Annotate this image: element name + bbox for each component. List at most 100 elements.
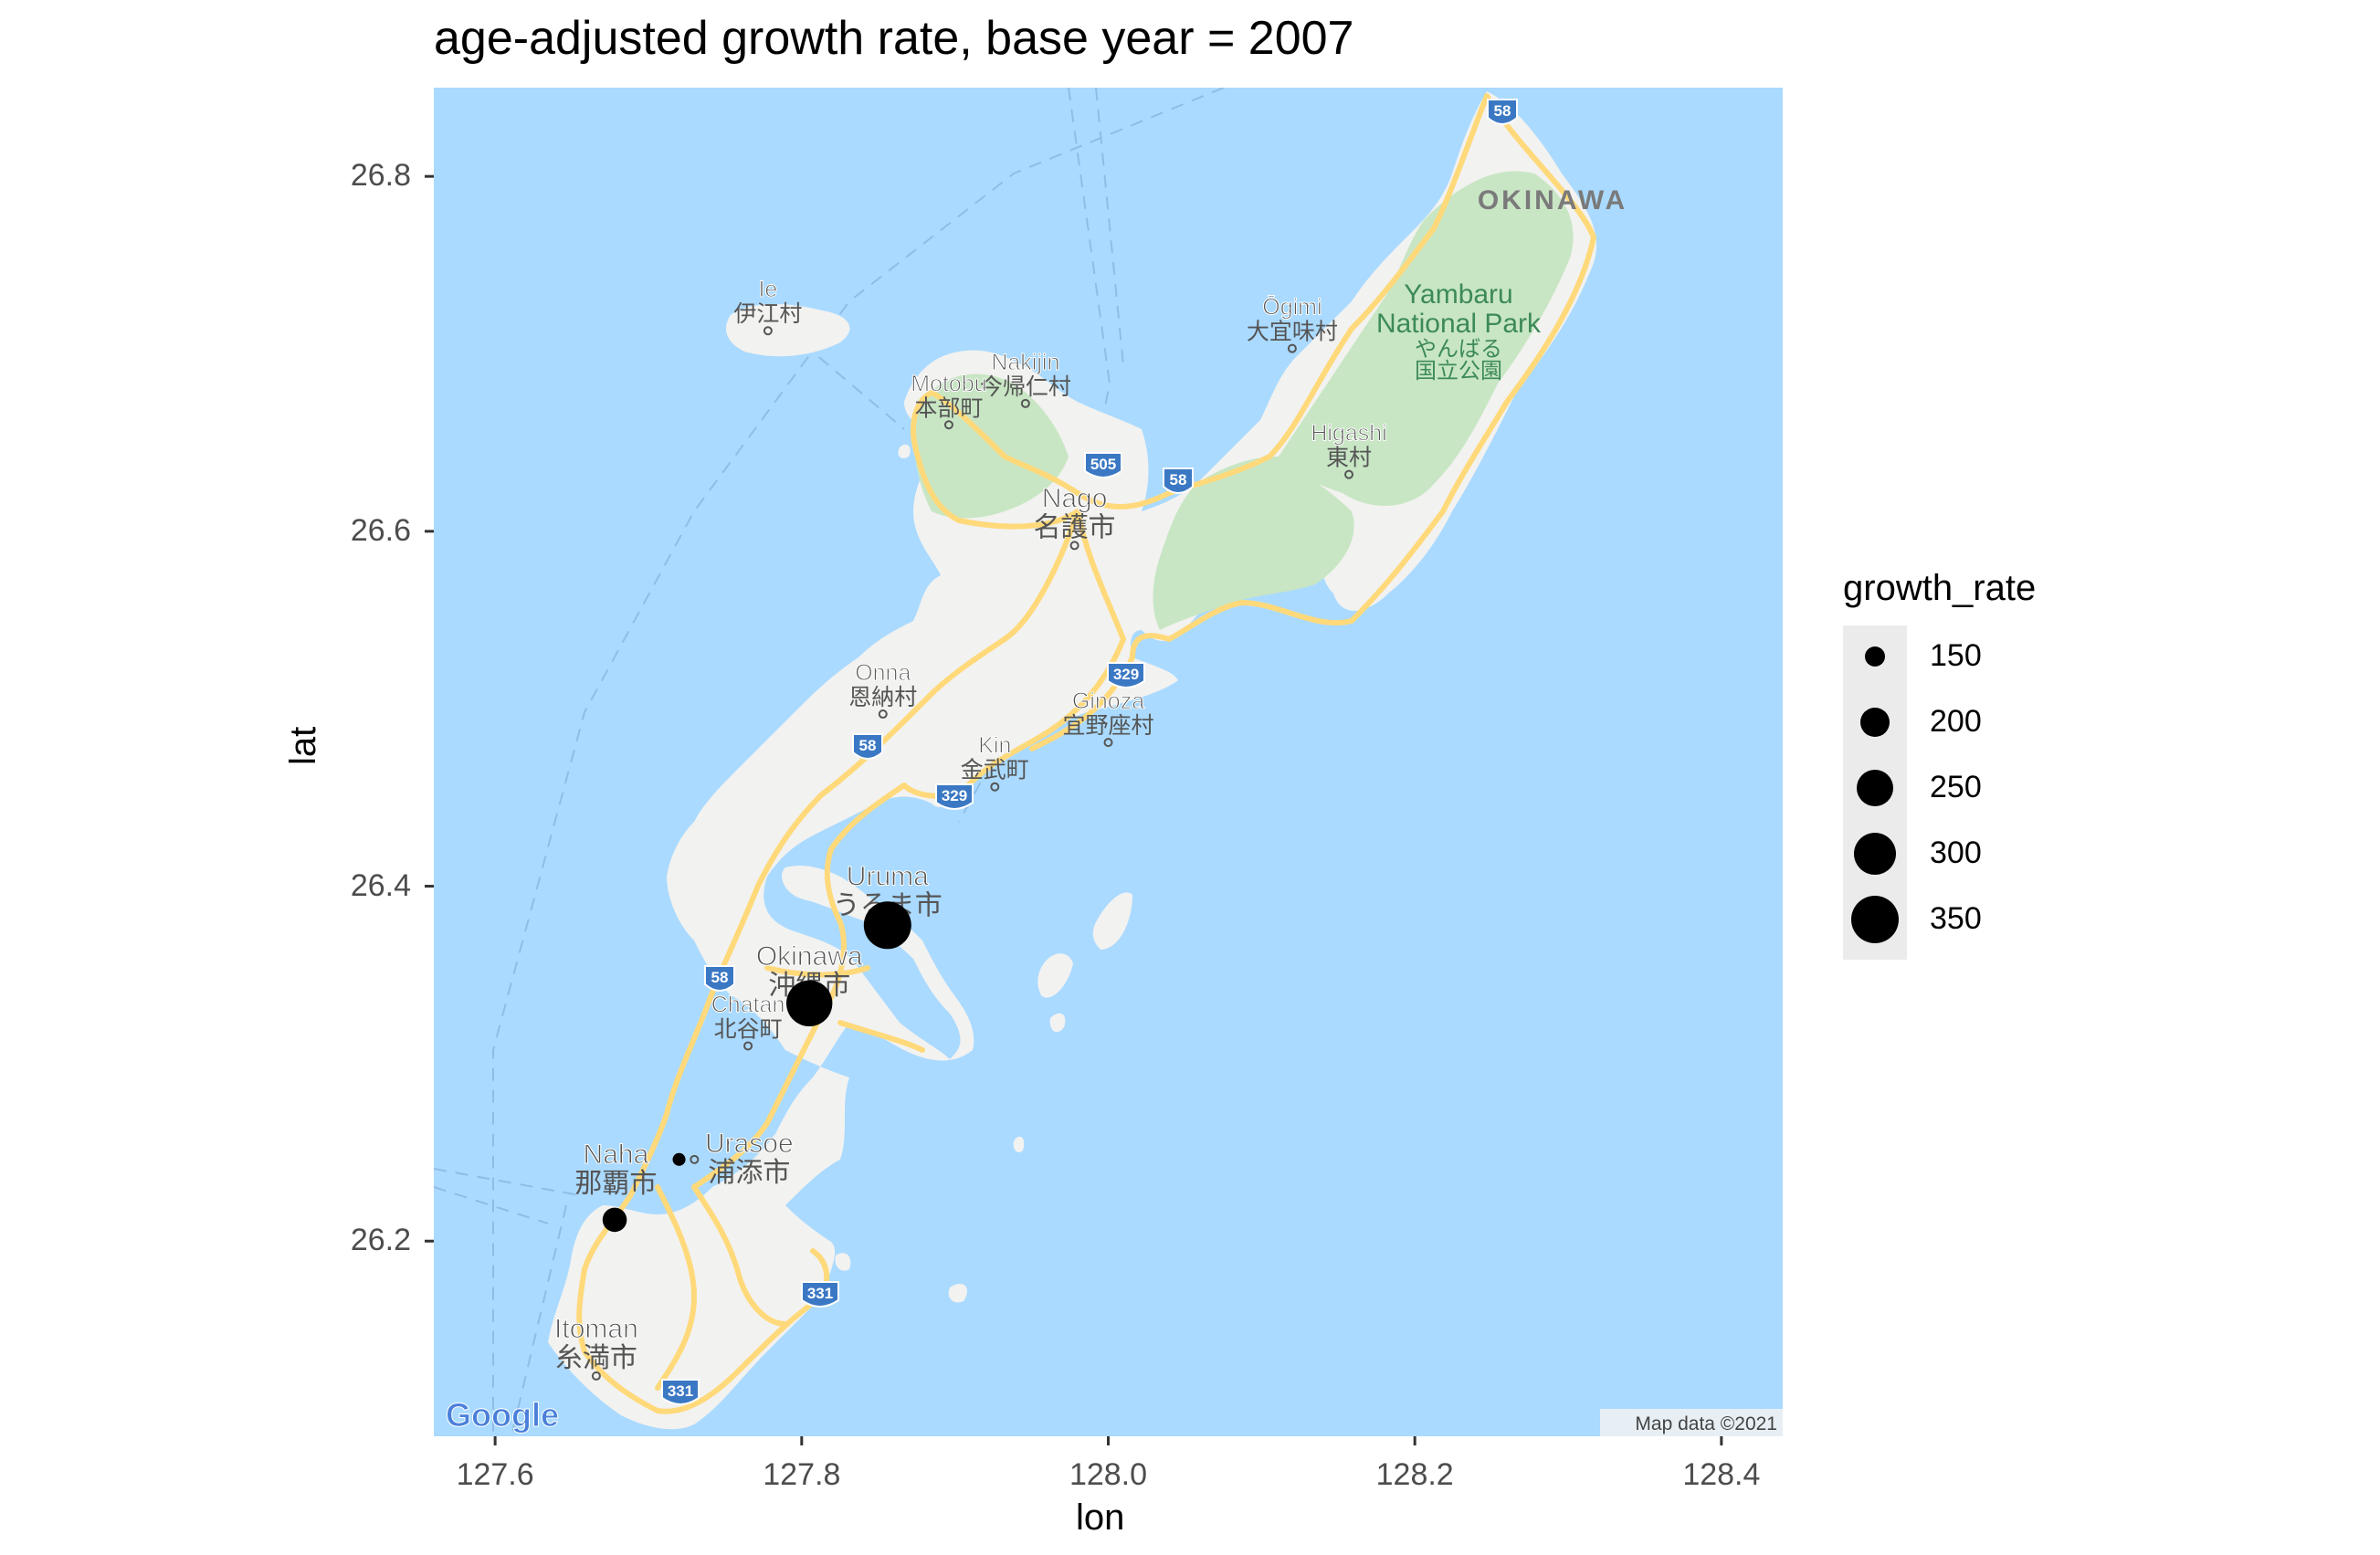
legend-title: growth_rate (1843, 568, 2037, 608)
route-shield-number: 329 (942, 787, 967, 804)
attribution-bg (1600, 1409, 1783, 1436)
place-label-jp: 今帰仁村 (980, 374, 1071, 400)
place-label-en: Uruma (847, 861, 929, 891)
data-point (863, 901, 911, 950)
place-label-en: Okinawa (756, 941, 863, 972)
place-marker (1344, 469, 1354, 479)
road-network (576, 93, 1596, 1414)
place-label-en: Higashi (1311, 421, 1386, 447)
place-marker (1020, 398, 1030, 408)
park-label-line2: National Park (1376, 309, 1542, 339)
route-shield-number: 331 (668, 1382, 693, 1400)
place-label-en: Ie (758, 277, 777, 302)
place-label-jp: 伊江村 (733, 301, 802, 327)
place-label-en: Itoman (554, 1314, 638, 1344)
data-point (786, 980, 833, 1026)
northern-forest (1153, 457, 1354, 630)
place-marker (1103, 738, 1113, 748)
route-shield-number: 58 (1170, 471, 1187, 489)
y-tick-label: 26.4 (350, 867, 411, 903)
legend-keys: 150 200 250 300 350 (1843, 625, 2026, 960)
route-shield-number: 58 (711, 969, 729, 986)
place-label-en: Onna (855, 660, 911, 686)
place-label-en: Chatan (711, 992, 785, 1017)
place-label-jp: 恩納村 (848, 685, 917, 710)
legend-label: 300 (1930, 835, 1982, 870)
route-shield: 58 (1487, 99, 1518, 125)
park-label-jp-line1: やんばる (1415, 337, 1502, 362)
place-marker (1069, 541, 1079, 551)
place-marker (943, 420, 953, 430)
legend-key-circle (1859, 707, 1890, 738)
x-axis-label: lon (1076, 1497, 1125, 1538)
eastern-islet (1092, 892, 1132, 950)
place-label-jp: 北谷町 (714, 1016, 783, 1042)
place-label-jp: 那覇市 (574, 1169, 657, 1199)
legend-key-circle (1851, 896, 1899, 943)
legend-key-circle (1865, 646, 1885, 667)
chart-title: age-adjusted growth rate, base year = 20… (434, 12, 1354, 65)
google-logo: Google (446, 1396, 559, 1434)
place-marker (690, 1154, 700, 1164)
x-tick-label: 128.0 (1069, 1457, 1148, 1492)
route-shield-number: 329 (1113, 666, 1139, 683)
route-shields: 58 505 58 329 58 329 58 331 331 (661, 99, 1518, 1405)
place-label-jp: 金武町 (961, 758, 1029, 783)
place-label-en: Ōgimi (1262, 295, 1322, 320)
southern-islet (835, 1253, 851, 1271)
place-marker (878, 709, 888, 720)
place-marker (1287, 343, 1297, 353)
place-marker (990, 782, 1000, 792)
legend-key-circle (1857, 770, 1893, 806)
route-shield-number: 58 (859, 737, 877, 754)
region-label: OKINAWA (1478, 185, 1627, 215)
place-label-en: Ginoza (1072, 688, 1144, 714)
x-tick-label: 127.8 (763, 1457, 841, 1492)
place-label-en: Naha (584, 1140, 649, 1170)
park-label-line1: Yambaru (1404, 279, 1513, 310)
data-point (672, 1152, 686, 1166)
data-point (602, 1207, 627, 1233)
place-label-jp: 宜野座村 (1062, 713, 1153, 739)
y-tick-label: 26.6 (350, 512, 411, 548)
minna-island (898, 444, 911, 458)
place-label-en: Motobu (911, 371, 986, 396)
y-tick-label: 26.8 (350, 158, 411, 194)
ie-island (726, 304, 850, 357)
route-shield-number: 505 (1090, 456, 1116, 473)
route-shield: 331 (801, 1281, 839, 1308)
place-label-jp: 東村 (1326, 446, 1372, 471)
y-axis-label: lat (283, 726, 323, 765)
southern-islet (948, 1283, 968, 1303)
route-shield: 329 (935, 783, 974, 810)
eastern-islet (1013, 1136, 1025, 1152)
data-points (602, 901, 911, 1233)
eastern-islet (1049, 1013, 1066, 1033)
place-label-jp: 本部町 (914, 395, 983, 421)
park-label-jp-line2: 国立公園 (1415, 359, 1502, 383)
place-marker (743, 1041, 753, 1051)
route-shield: 331 (661, 1379, 700, 1405)
place-label-jp: 大宜味村 (1247, 320, 1338, 345)
place-marker (591, 1371, 601, 1381)
axis-ticks (425, 174, 1723, 1445)
place-label-en: Urasoe (705, 1129, 794, 1159)
place-label-en: Nago (1042, 483, 1108, 513)
legend-key-circle (1853, 832, 1897, 876)
legend-label: 350 (1930, 901, 1982, 936)
legend-label: 250 (1930, 770, 1982, 804)
route-shield-number: 58 (1494, 102, 1511, 120)
y-tick-label: 26.2 (350, 1223, 411, 1258)
eastern-islet (1037, 953, 1073, 998)
map-attribution[interactable]: Map data ©2021 (1635, 1413, 1777, 1434)
place-label-jp: 浦添市 (708, 1158, 790, 1188)
size-legend: growth_rate 150 200 250 300 350 (1843, 568, 2037, 960)
place-label-en: Kin (978, 733, 1011, 759)
yambaru-national-park (1279, 171, 1574, 506)
place-label-jp: 名護市 (1034, 512, 1116, 542)
legend-label: 150 (1930, 638, 1982, 673)
x-tick-label: 128.2 (1375, 1457, 1454, 1492)
place-marker (763, 326, 773, 336)
